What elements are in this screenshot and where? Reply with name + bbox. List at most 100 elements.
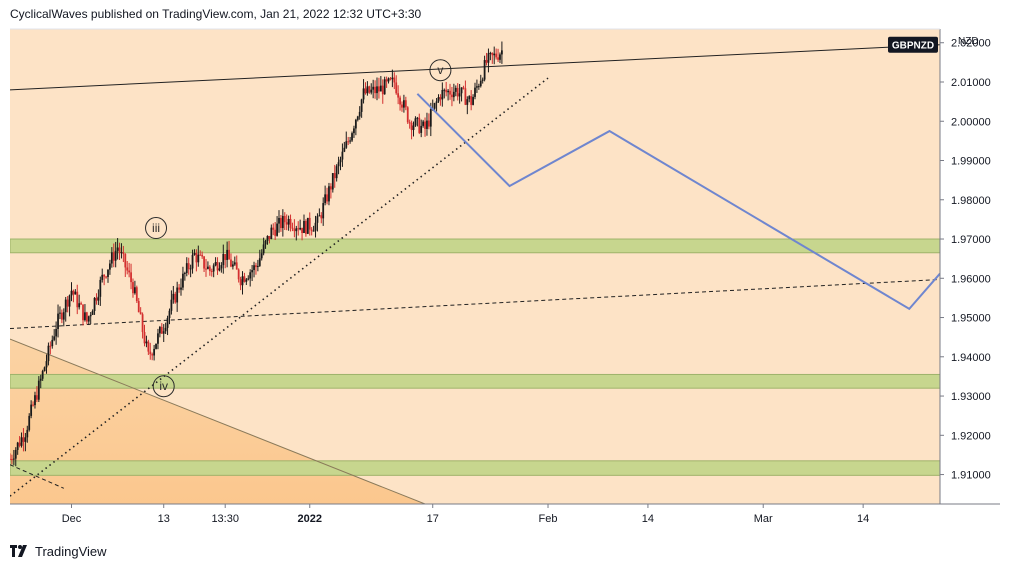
candle-body [466,99,469,105]
candle-200 [393,72,396,90]
candle-body [306,217,309,234]
candle-body [441,90,444,100]
candle-body [403,100,405,108]
candle-body [301,227,303,233]
candle-body [122,252,125,254]
y-tick-label: 1.94000 [951,352,991,364]
y-tick-label: 2.01000 [951,77,991,89]
candle-body [212,265,215,272]
candle-195 [383,76,386,95]
x-tick-label: 14 [642,513,654,525]
candle-70 [143,324,146,347]
candle-139 [276,216,278,237]
candle-25 [57,304,59,338]
candle-body [76,291,79,308]
candle-body [187,263,190,270]
candle-179 [353,125,355,138]
candle-225 [441,82,444,107]
publication-header: CyclicalWaves published on TradingView.c… [10,7,422,21]
candle-8 [24,432,27,452]
candle-body [378,86,380,92]
candle-117 [233,256,236,266]
candle-body [168,310,171,319]
candle-body [139,312,142,315]
candle-body [126,267,129,271]
candle-body [37,380,40,400]
y-tick-label: 1.91000 [951,470,991,482]
candle-body [341,151,344,160]
candle-151 [299,219,302,231]
candle-74 [151,352,154,361]
candle-body [72,290,75,295]
candle-125 [249,269,252,287]
candle-213 [418,113,421,135]
candle-50 [105,275,107,279]
candle-body [180,287,182,290]
candle-body [24,437,27,442]
candle-body [356,116,359,120]
candle-119 [237,268,240,283]
candle-body [374,86,376,94]
candle-199 [391,69,394,88]
candle-181 [356,115,359,122]
candle-89 [180,278,182,296]
candle-69 [141,312,144,339]
candle-182 [358,106,361,120]
candle-body [256,265,259,268]
candle-body [362,88,365,100]
candle-body [201,254,204,257]
candle-197 [387,77,390,84]
candle-128 [255,262,257,275]
candle-body [445,89,448,93]
candle-40 [85,311,88,325]
candle-190 [374,80,376,99]
candle-body [366,86,369,94]
candle-118 [235,255,238,270]
candle-body [183,273,186,275]
candle-body [376,86,378,94]
candle-body [243,276,246,282]
candle-body [216,262,219,271]
candle-88 [178,284,180,293]
candle-20 [47,342,50,366]
candle-body [235,262,238,270]
candle-body [249,272,252,279]
candle-132 [262,237,265,256]
wave-projection[interactable] [416,93,940,311]
chart-area[interactable]: iii iv v NZD 2.02000 2.01000 2.00000 1.99000 1.… [0,0,1009,540]
candle-108 [216,257,219,275]
candle-237 [464,80,467,106]
tradingview-logo-icon[interactable] [10,544,30,558]
candle-body [218,268,221,271]
candle-body [253,265,255,271]
candle-body [57,313,59,329]
candle-61 [126,261,129,275]
candle-95 [191,249,194,274]
candle-99 [199,250,202,256]
candle-210 [412,121,415,137]
candle-208 [408,119,411,129]
candle-body [228,249,230,260]
candle-body [222,254,225,266]
candle-238 [466,96,469,115]
candle-body [487,53,490,63]
candle-body [99,279,102,297]
candle-251 [491,52,494,64]
trendlines[interactable] [10,44,940,504]
candle-247 [483,55,486,82]
candle-body [147,341,150,352]
footer-brand[interactable]: TradingView [35,543,107,559]
candle-body [36,395,38,400]
candle-250 [489,51,492,61]
candle-149 [295,225,298,241]
candle-230 [451,86,453,107]
candle-214 [420,119,423,138]
candle-28 [62,308,65,327]
candle-body [41,371,44,379]
candle-body [68,295,71,307]
candle-171 [337,156,340,175]
candle-body [351,133,353,141]
candle-196 [385,76,388,88]
